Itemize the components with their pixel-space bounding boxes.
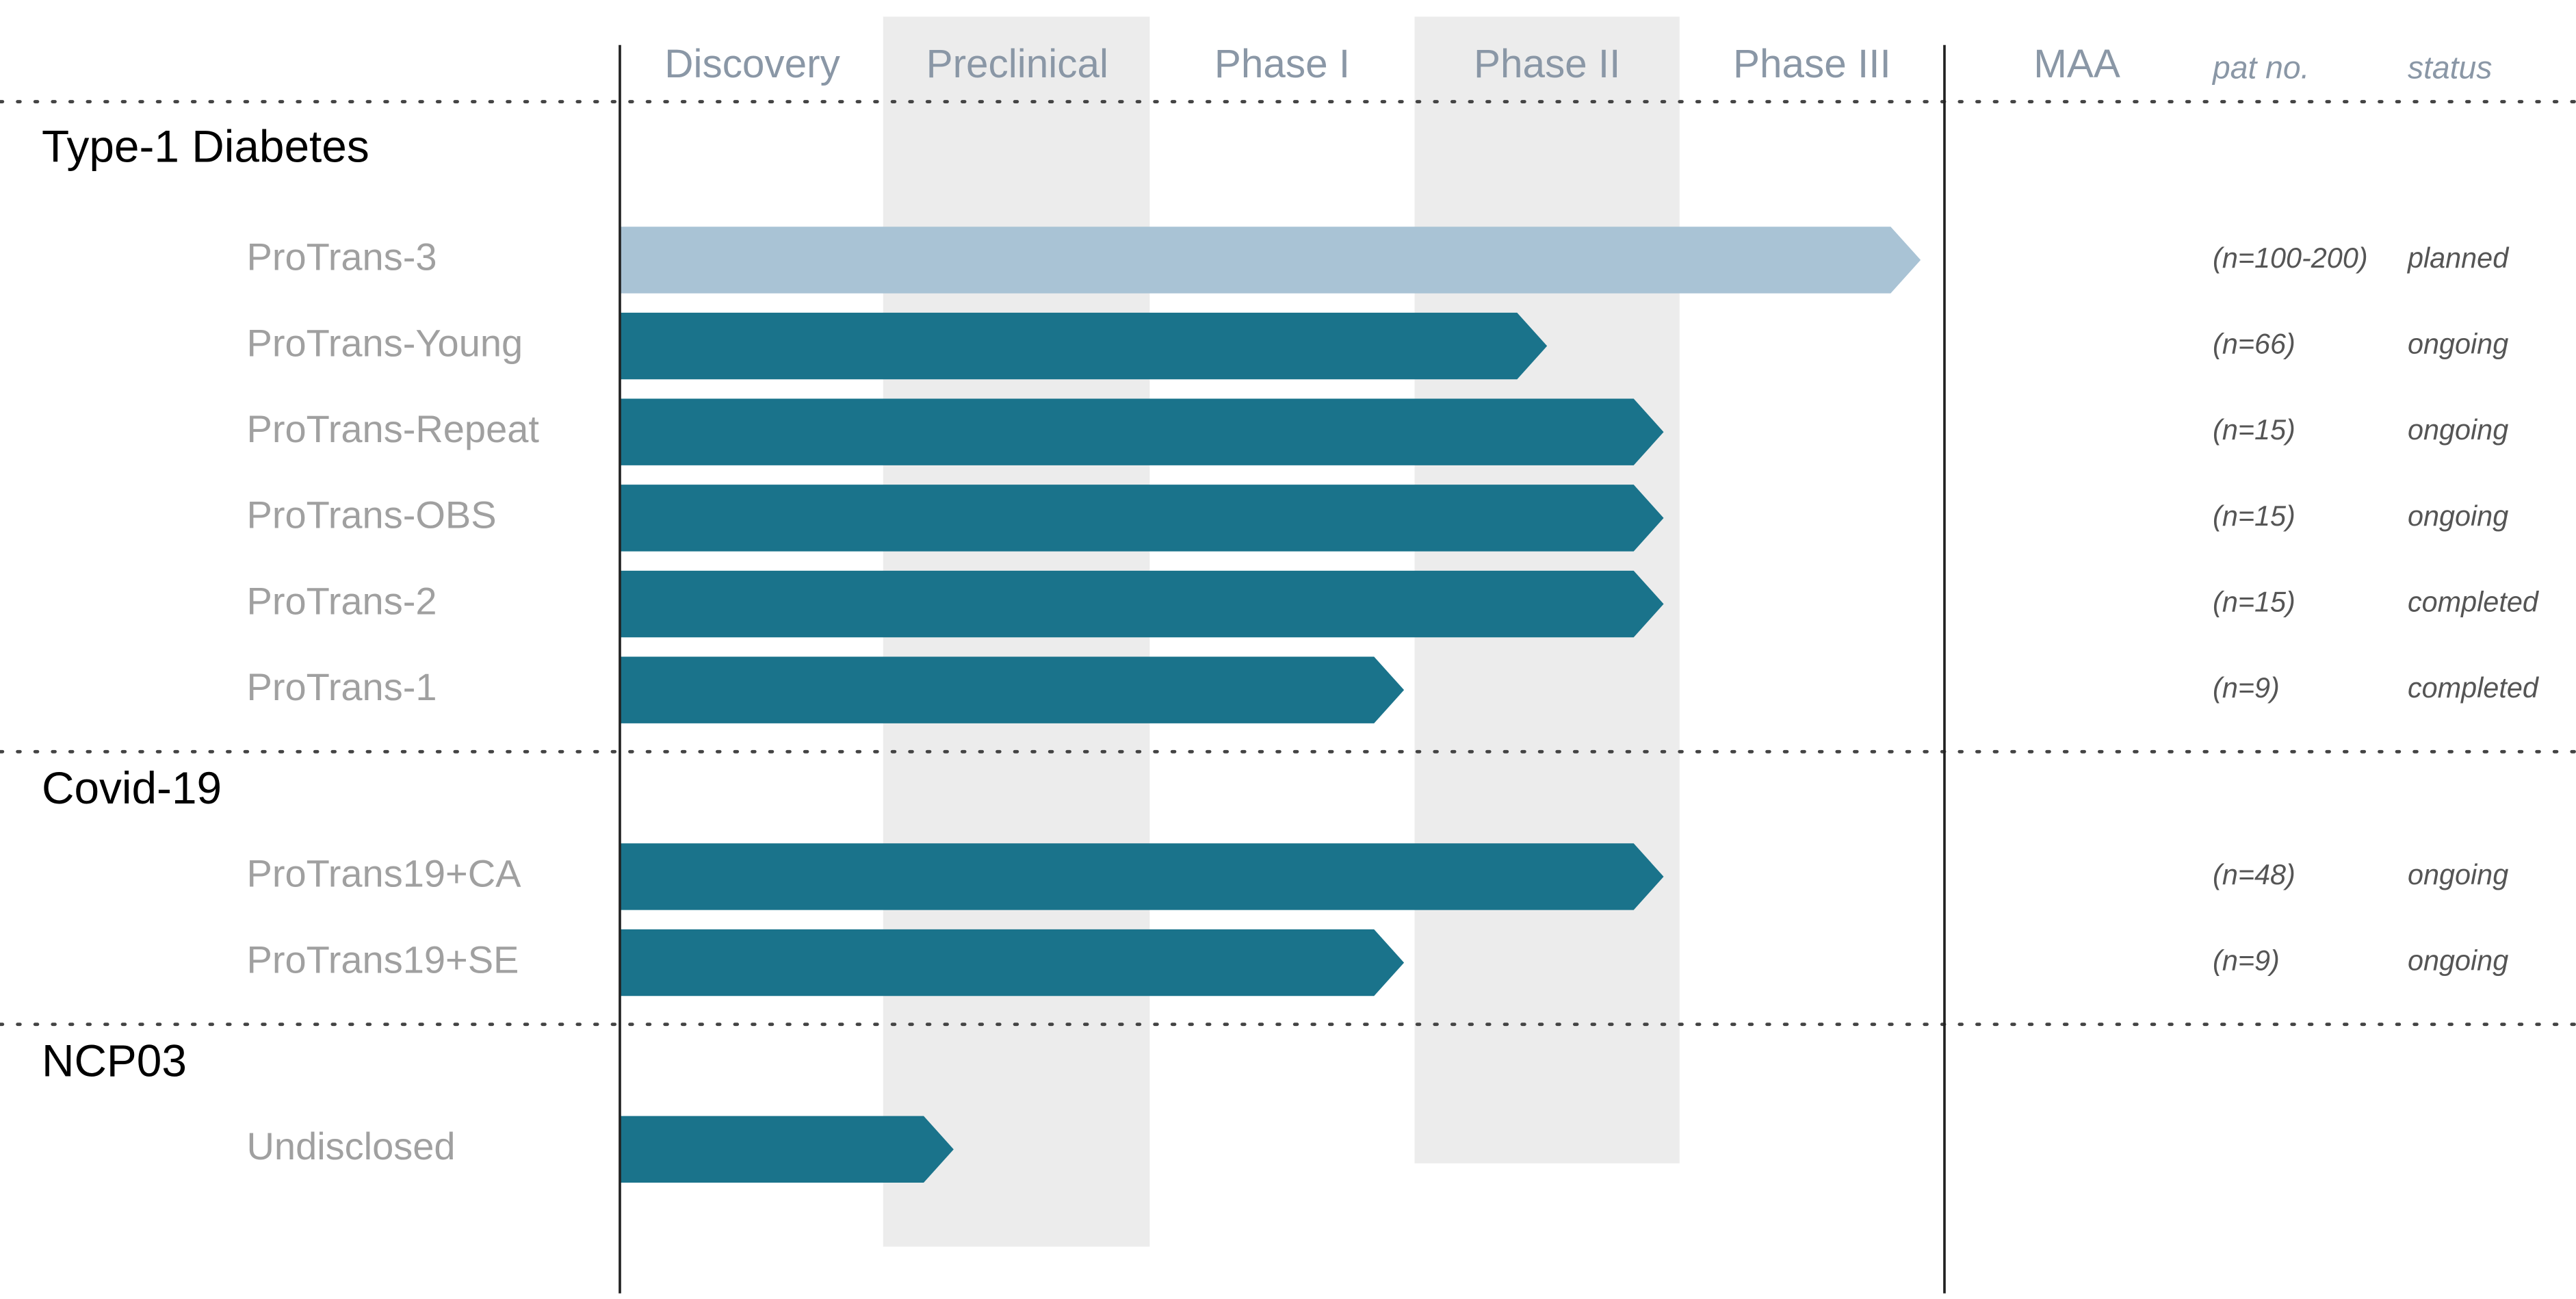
row-label: ProTrans19+CA: [246, 852, 521, 895]
row-label: ProTrans-3: [246, 235, 437, 279]
phase-label: Phase III: [1733, 42, 1891, 86]
bar: [619, 570, 1664, 638]
patients: (n=15): [2213, 586, 2295, 617]
bar: [619, 485, 1664, 552]
bar: [619, 1116, 954, 1183]
status: ongoing: [2408, 328, 2508, 359]
row-label: ProTrans19+SE: [246, 938, 519, 981]
row-label: ProTrans-2: [246, 579, 437, 622]
row-label: ProTrans-Young: [246, 321, 523, 364]
status: planned: [2406, 242, 2510, 274]
phase-label: Discovery: [664, 42, 840, 86]
column-header: pat no.: [2211, 49, 2309, 85]
group-title: NCP03: [42, 1035, 187, 1085]
bar: [619, 398, 1664, 465]
bar: [619, 227, 1921, 294]
patients: (n=15): [2213, 414, 2295, 446]
status: ongoing: [2408, 500, 2508, 532]
bar: [619, 929, 1405, 996]
row-label: ProTrans-OBS: [246, 493, 496, 537]
phase-label: Phase I: [1214, 42, 1350, 86]
group-title: Type-1 Diabetes: [42, 121, 369, 172]
column-header: status: [2408, 49, 2492, 85]
phase-label: Phase II: [1474, 42, 1620, 86]
row-label: ProTrans-1: [246, 665, 437, 708]
bar: [619, 312, 1548, 380]
status: completed: [2408, 672, 2540, 704]
bar: [619, 656, 1405, 723]
status: ongoing: [2408, 414, 2508, 446]
status: ongoing: [2408, 945, 2508, 977]
patients: (n=100-200): [2213, 242, 2368, 274]
patients: (n=15): [2213, 500, 2295, 532]
phase-label: MAA: [2033, 42, 2120, 86]
patients: (n=48): [2213, 859, 2295, 890]
patients: (n=66): [2213, 328, 2295, 359]
row-label: Undisclosed: [246, 1124, 455, 1168]
group-title: Covid-19: [42, 762, 222, 813]
bar: [619, 843, 1664, 910]
row-label: ProTrans-Repeat: [246, 407, 539, 450]
status: ongoing: [2408, 859, 2508, 890]
phase-label: Preclinical: [926, 42, 1108, 86]
patients: (n=9): [2213, 672, 2280, 704]
status: completed: [2408, 586, 2540, 617]
patients: (n=9): [2213, 945, 2280, 977]
